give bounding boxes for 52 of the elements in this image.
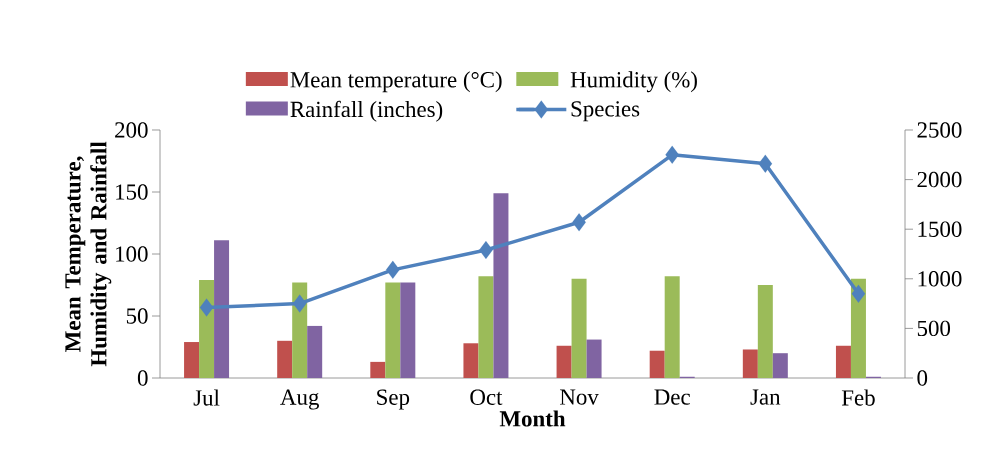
bar xyxy=(742,349,758,378)
y-tick-label: 50 xyxy=(126,308,148,324)
point xyxy=(851,284,866,303)
y2-tick-label: 1000 xyxy=(918,271,962,287)
x-tick-label: Feb xyxy=(841,389,875,406)
y2-tick-label: 500 xyxy=(917,320,951,337)
bar xyxy=(664,276,680,378)
bar xyxy=(586,339,602,378)
bar xyxy=(649,350,665,378)
point xyxy=(572,213,586,232)
bar xyxy=(184,342,200,378)
bar xyxy=(370,361,386,378)
x-tick-label: Jan xyxy=(750,389,781,405)
y2-tick-label: 2000 xyxy=(917,171,962,188)
y-axis-title: Mean Temperature, Humidity and Rainfall xyxy=(65,141,112,367)
x-tick-label: Oct xyxy=(470,389,503,405)
x-tick-label: Jul xyxy=(193,389,220,406)
point xyxy=(758,154,773,173)
y2-tick-label: 1500 xyxy=(918,221,962,237)
point xyxy=(199,298,214,317)
legend-label: Mean temperature (°C) xyxy=(290,71,502,93)
bar xyxy=(757,285,773,378)
legend-label: Humidity (%) xyxy=(570,71,697,93)
bar xyxy=(214,240,230,378)
bar xyxy=(772,353,788,378)
legend-label: Species xyxy=(571,101,640,122)
bar xyxy=(571,278,587,378)
y2-tick-label: 2500 xyxy=(917,122,962,138)
x-tick-label: Aug xyxy=(280,389,319,410)
y-tick-label: 0 xyxy=(137,370,148,386)
x-tick-label: Dec xyxy=(654,389,690,405)
point xyxy=(479,240,493,260)
bar xyxy=(307,325,323,378)
point xyxy=(292,294,307,313)
legend-label: Rainfall (inches) xyxy=(290,100,443,122)
point xyxy=(386,260,400,279)
bar xyxy=(385,282,401,378)
bar xyxy=(277,340,293,378)
y-tick-label: 100 xyxy=(116,246,148,262)
bar xyxy=(556,345,572,378)
bar xyxy=(835,345,851,378)
x-axis-title: Month xyxy=(499,410,566,427)
bar xyxy=(478,276,494,378)
bar xyxy=(400,282,416,378)
bar xyxy=(493,193,509,378)
y-tick-label: 200 xyxy=(115,122,148,138)
y2-tick-label: 0 xyxy=(917,370,928,386)
point xyxy=(665,145,680,164)
bar xyxy=(463,343,479,378)
y-tick-label: 150 xyxy=(116,184,148,200)
x-tick-label: Nov xyxy=(559,389,599,405)
x-tick-label: Sep xyxy=(377,389,410,410)
